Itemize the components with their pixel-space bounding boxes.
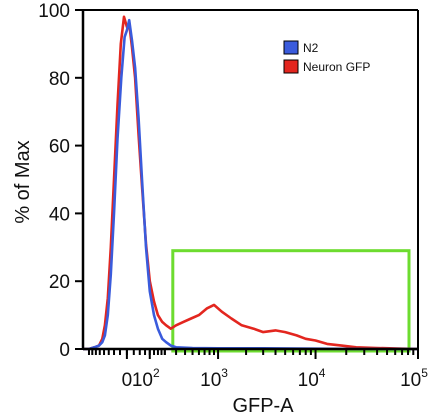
y-tick-label: 60 (49, 137, 70, 158)
gate-rectangle (171, 249, 411, 353)
legend-swatch (283, 40, 299, 55)
x-tick-label: 104 (298, 366, 326, 391)
legend-swatch (283, 59, 299, 74)
x-tick-exponent: 4 (319, 366, 326, 380)
series-line-neuron-gfp (83, 15, 419, 351)
y-tick-label: 80 (49, 69, 70, 90)
y-tick-label: 40 (49, 204, 70, 225)
legend-label: Neuron GFP (303, 60, 370, 74)
x-tick-exponent: 2 (153, 366, 160, 380)
x-tick-label: 0 (122, 370, 133, 391)
y-axis-title: % of Max (12, 140, 34, 223)
x-tick-label: 102 (132, 366, 160, 391)
legend: N2 Neuron GFP (283, 40, 370, 74)
y-tick-label: 20 (49, 272, 70, 293)
legend-label: N2 (303, 41, 319, 55)
y-tick-label: 100 (38, 1, 70, 22)
x-tick-label: 103 (200, 366, 228, 391)
x-axis-title: GFP-A (232, 395, 294, 417)
y-tick-label: 0 (59, 340, 70, 361)
x-tick-label: 105 (400, 366, 428, 391)
x-tick-exponent: 5 (421, 366, 428, 380)
x-tick-exponent: 3 (221, 366, 228, 380)
